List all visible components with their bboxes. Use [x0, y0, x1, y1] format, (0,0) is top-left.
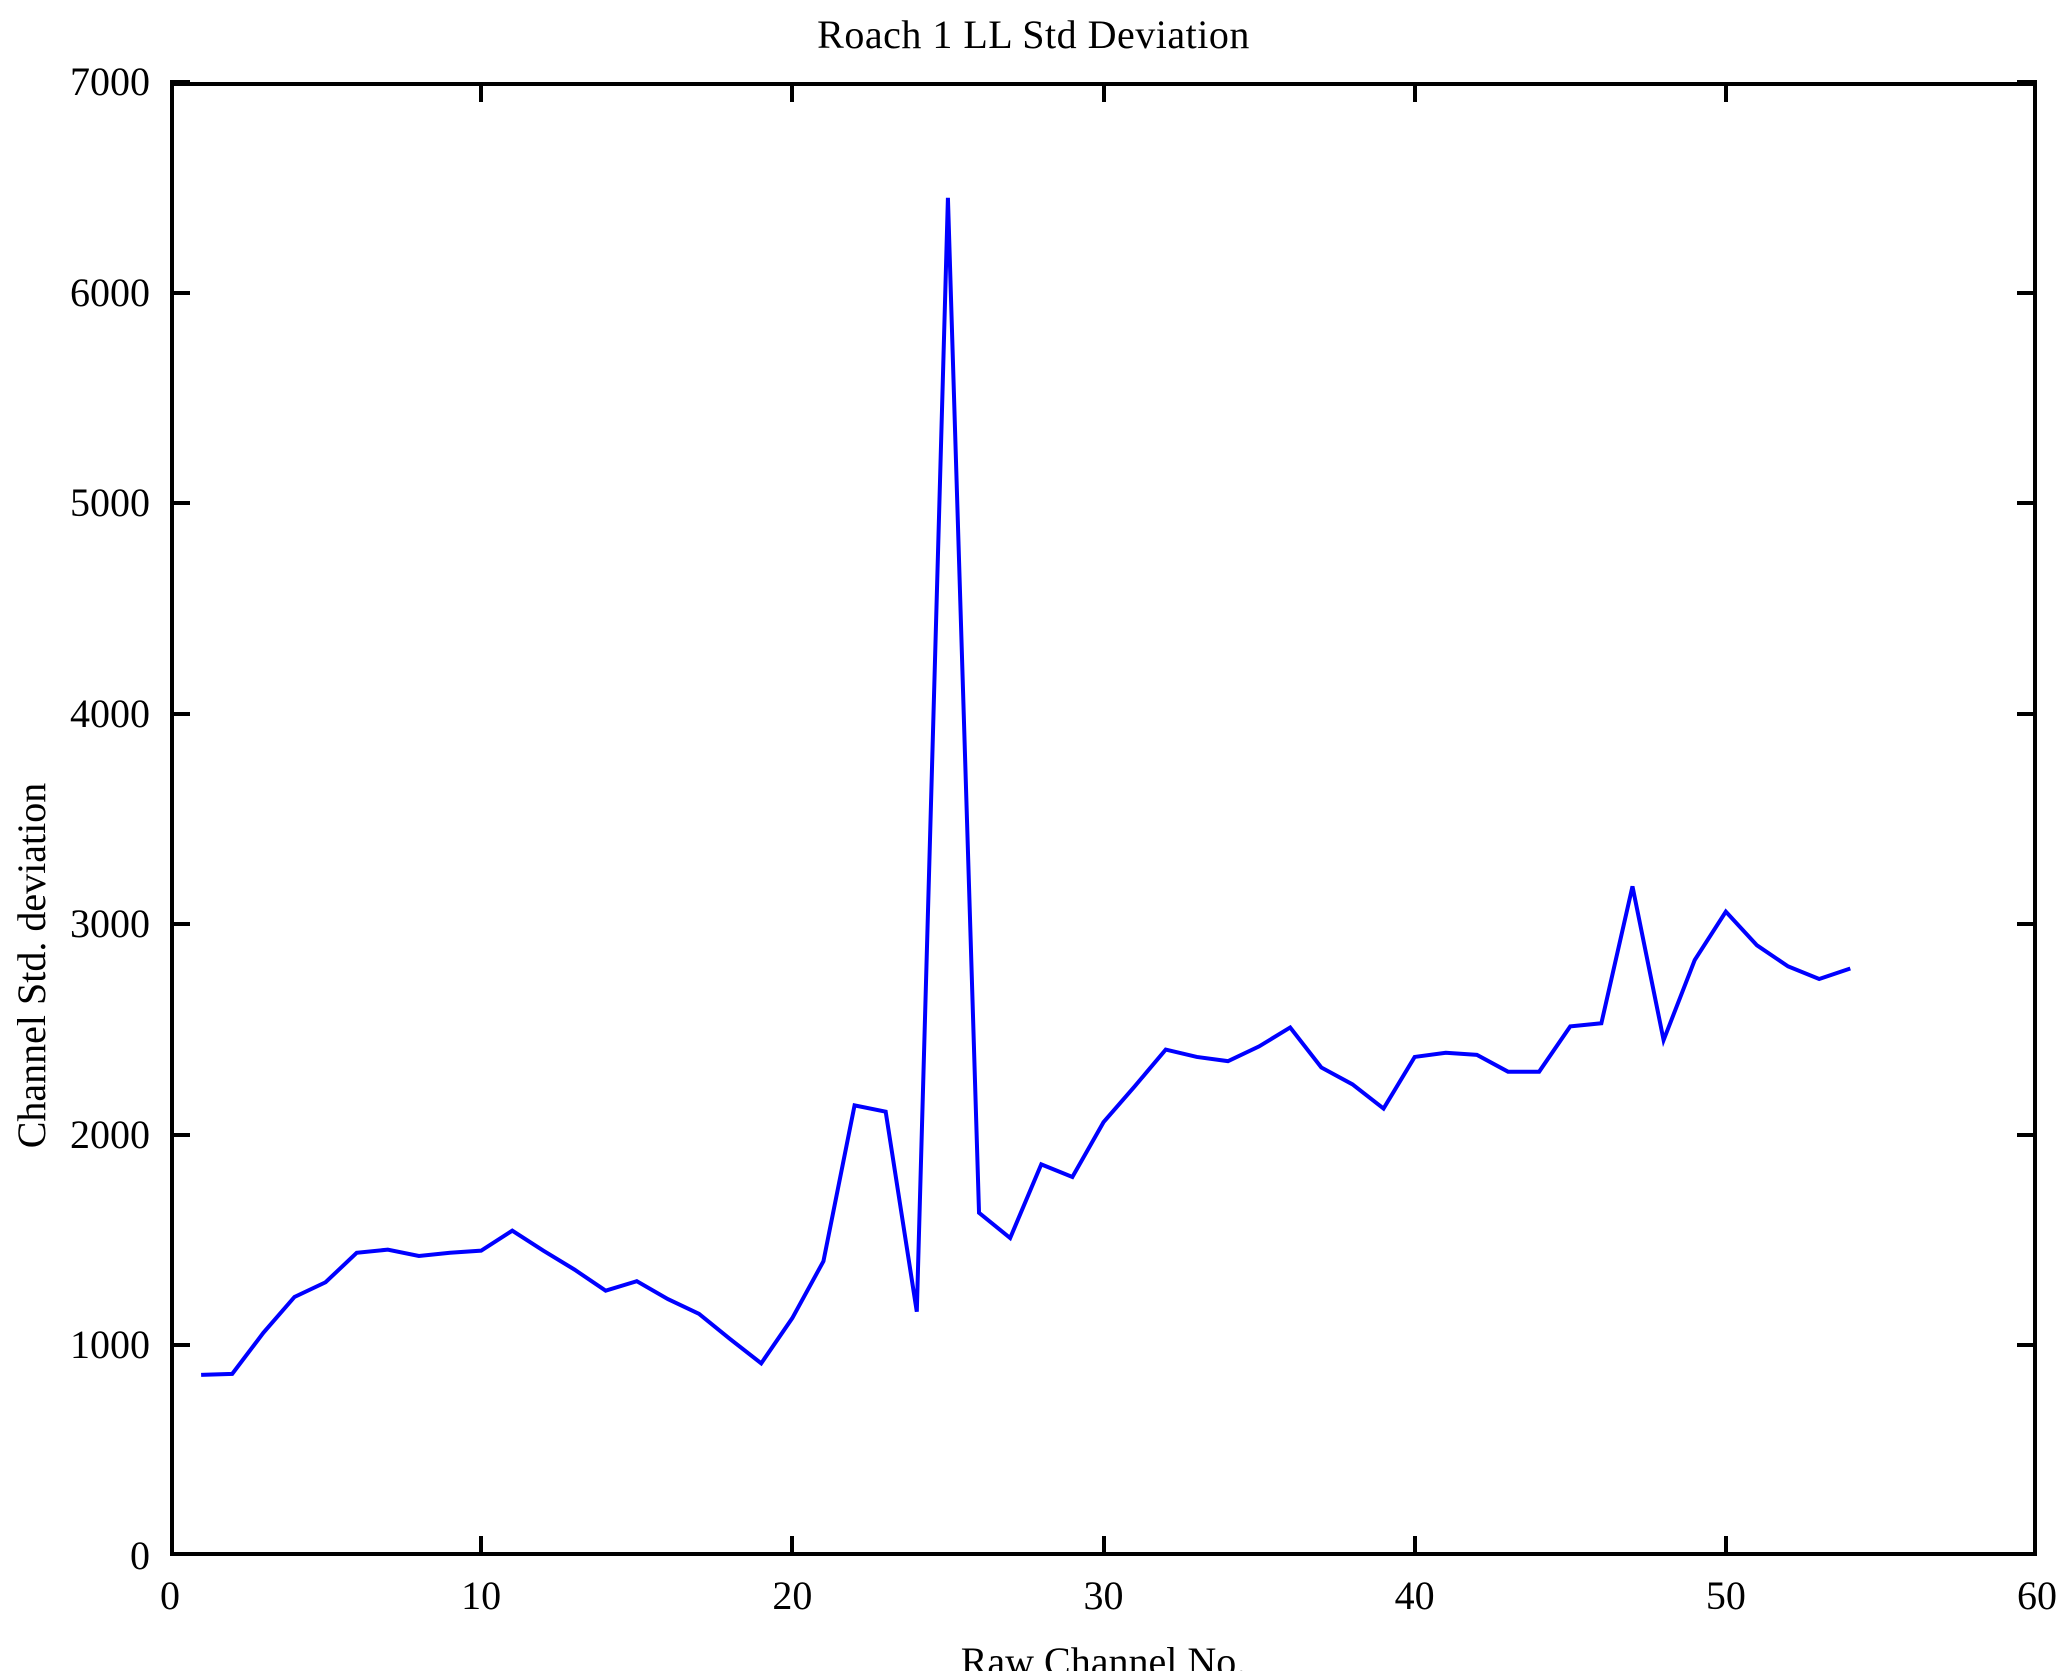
x-tick-mark: [1723, 1536, 1728, 1556]
y-tick-mark-right: [2017, 711, 2037, 716]
series-line: [201, 197, 1851, 1377]
plot-axes-box: [170, 82, 2037, 1556]
y-tick-label: 7000: [70, 59, 150, 104]
y-tick-label: 3000: [70, 901, 150, 947]
x-tick-label: 50: [1705, 1573, 1746, 1618]
x-tick-mark: [479, 1536, 484, 1556]
y-tick-label: 1000: [70, 1322, 150, 1368]
y-tick-mark-right: [2017, 290, 2037, 295]
y-tick-mark-right: [2017, 922, 2037, 927]
y-tick-label: 4000: [70, 690, 150, 736]
x-tick-mark-top: [1412, 82, 1417, 102]
y-tick-mark-right: [2017, 80, 2037, 84]
chart-title: Roach 1 LL Std Deviation: [817, 12, 1250, 57]
y-axis-label: Channel Std. deviation: [0, 0, 64, 1671]
x-tick-mark-top: [1723, 82, 1728, 102]
y-tick-mark: [170, 711, 190, 716]
x-tick-label: 30: [1083, 1573, 1124, 1618]
y-tick-label: 2000: [70, 1111, 150, 1157]
y-tick-label: 5000: [70, 480, 150, 526]
x-tick-mark: [1412, 1536, 1417, 1556]
x-tick-mark-top: [1101, 82, 1106, 102]
y-tick-label: 6000: [70, 269, 150, 315]
x-tick-label: 0: [160, 1573, 180, 1618]
y-tick-mark: [170, 1132, 190, 1137]
y-tick-mark-right: [2017, 1343, 2037, 1348]
x-axis-label: Raw Channel No.: [960, 1639, 1247, 1671]
y-tick-mark: [170, 80, 190, 84]
x-tick-label: 20: [772, 1573, 813, 1618]
x-tick-label: 60: [2017, 1573, 2057, 1618]
y-tick-mark: [170, 290, 190, 295]
y-tick-mark-right: [2017, 1132, 2037, 1137]
y-tick-mark: [170, 1343, 190, 1348]
y-axis-label-text: Channel Std. deviation: [9, 782, 54, 1149]
x-tick-label: 40: [1394, 1573, 1435, 1618]
y-tick-label: 0: [130, 1533, 150, 1578]
y-tick-mark: [170, 501, 190, 506]
x-tick-label: 10: [461, 1573, 502, 1618]
plot-area: 0 1000 2000 3000 4000 5000 6000 7000 0 10 20 30 40 5…: [70, 61, 2057, 1618]
x-tick-mark-top: [790, 82, 795, 102]
x-tick-mark: [790, 1536, 795, 1556]
x-tick-mark: [1101, 1536, 1106, 1556]
x-tick-mark-top: [479, 82, 484, 102]
data-line-svg: [201, 197, 1851, 1377]
y-tick-mark: [170, 922, 190, 927]
y-tick-mark-right: [2017, 501, 2037, 506]
